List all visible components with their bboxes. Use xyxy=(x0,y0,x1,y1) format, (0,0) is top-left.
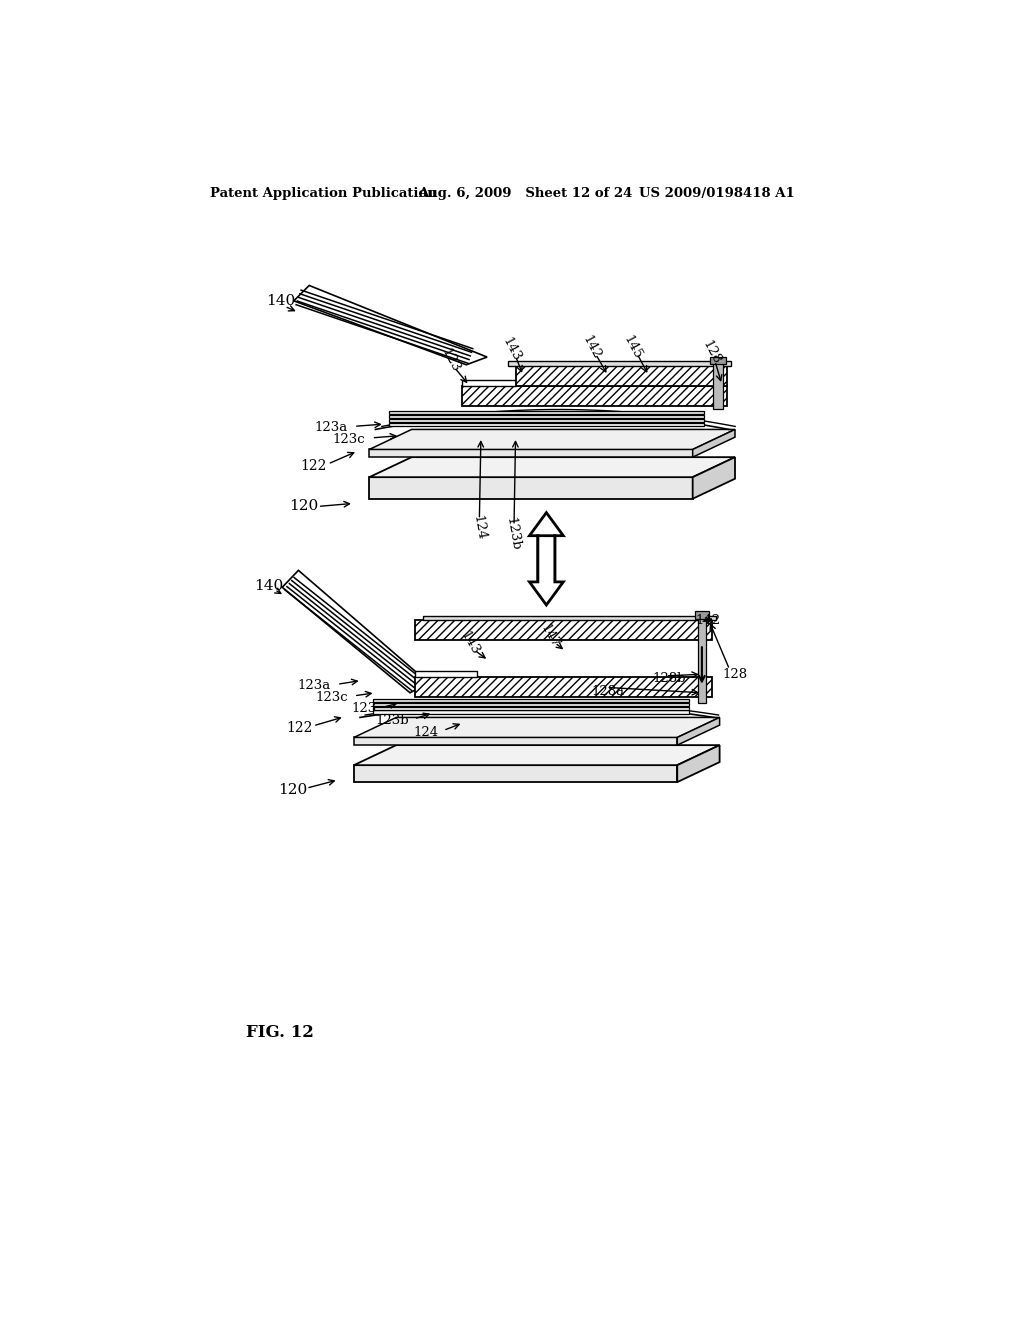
Polygon shape xyxy=(370,429,735,449)
Text: 123a: 123a xyxy=(314,421,348,434)
Polygon shape xyxy=(416,620,712,640)
Text: 145: 145 xyxy=(621,333,644,362)
Polygon shape xyxy=(373,702,689,706)
Polygon shape xyxy=(370,478,692,499)
Polygon shape xyxy=(354,766,677,781)
Text: 123: 123 xyxy=(351,702,377,715)
Text: 122: 122 xyxy=(301,459,327,474)
Text: Patent Application Publication: Patent Application Publication xyxy=(210,187,436,199)
Polygon shape xyxy=(370,457,735,478)
Polygon shape xyxy=(388,411,705,414)
Polygon shape xyxy=(416,671,477,677)
Polygon shape xyxy=(508,360,731,366)
Text: 123c: 123c xyxy=(315,690,348,704)
Polygon shape xyxy=(695,611,709,619)
Polygon shape xyxy=(677,718,720,744)
Polygon shape xyxy=(714,360,723,409)
Text: Aug. 6, 2009   Sheet 12 of 24: Aug. 6, 2009 Sheet 12 of 24 xyxy=(418,187,632,199)
Text: 143: 143 xyxy=(500,335,523,363)
Polygon shape xyxy=(711,358,726,364)
Text: 128: 128 xyxy=(723,668,748,681)
Text: 123b: 123b xyxy=(504,516,522,552)
Polygon shape xyxy=(388,414,705,418)
Text: 140: 140 xyxy=(255,578,284,593)
Polygon shape xyxy=(529,536,563,605)
Polygon shape xyxy=(354,744,720,766)
Text: 147: 147 xyxy=(539,622,562,649)
Polygon shape xyxy=(373,710,689,714)
Text: 128b: 128b xyxy=(653,672,686,685)
Polygon shape xyxy=(388,422,705,425)
Polygon shape xyxy=(677,744,720,781)
Text: 123c: 123c xyxy=(333,433,366,446)
Polygon shape xyxy=(462,385,727,405)
Text: 140: 140 xyxy=(266,294,295,308)
Text: FIG. 12: FIG. 12 xyxy=(246,1024,314,1041)
Polygon shape xyxy=(416,677,712,697)
Polygon shape xyxy=(370,449,692,457)
Text: 128a: 128a xyxy=(592,685,625,698)
Text: 123a: 123a xyxy=(298,680,331,693)
Polygon shape xyxy=(423,615,716,620)
Polygon shape xyxy=(354,738,677,744)
Text: 124: 124 xyxy=(470,515,487,541)
Text: 120: 120 xyxy=(289,499,318,513)
Polygon shape xyxy=(462,380,515,385)
Text: 122: 122 xyxy=(287,721,313,735)
Text: US 2009/0198418 A1: US 2009/0198418 A1 xyxy=(639,187,795,199)
Polygon shape xyxy=(515,366,727,385)
Text: 123: 123 xyxy=(438,346,462,375)
Polygon shape xyxy=(373,706,689,710)
Polygon shape xyxy=(698,615,706,702)
Text: 142: 142 xyxy=(580,333,603,362)
Text: 124: 124 xyxy=(414,726,438,739)
Polygon shape xyxy=(692,457,735,499)
Polygon shape xyxy=(388,418,705,422)
Text: 120: 120 xyxy=(278,783,307,797)
Polygon shape xyxy=(692,429,735,457)
Text: 123b: 123b xyxy=(376,714,410,727)
Polygon shape xyxy=(354,718,720,738)
Polygon shape xyxy=(529,512,563,582)
Text: 128: 128 xyxy=(700,338,724,367)
Text: 143: 143 xyxy=(458,630,481,657)
Polygon shape xyxy=(373,700,689,702)
Text: 142: 142 xyxy=(695,614,721,627)
